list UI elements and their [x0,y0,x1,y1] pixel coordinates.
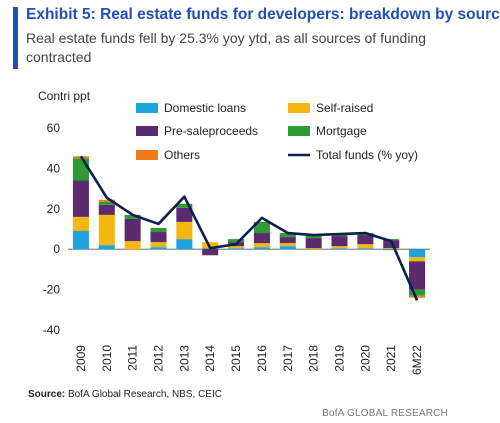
x-tick-label: 2012 [152,345,166,372]
bar-self-raised [150,242,167,248]
y-tick-label: -20 [43,283,61,297]
bar-mortgage [72,158,89,181]
y-axis-title: Contri ppt [38,89,91,103]
bar-domestic-loans [150,247,167,250]
bar-mortgage [409,289,426,296]
chart-title: Exhibit 5: Real estate funds for develop… [26,6,500,23]
source-note: Source: BofA Global Research, NBS, CEIC [28,389,222,400]
x-tick-label: 2019 [333,345,347,372]
chart-subtitle: Real estate funds fell by 25.3% yoy ytd,… [26,30,427,65]
bar-domestic-loans [279,246,296,250]
bar-mortgage [253,221,270,234]
bar-domestic-loans [357,248,374,250]
bar-self-raised [176,221,193,240]
bar-domestic-loans [253,247,270,250]
bar-pre-saleproceeds [72,180,89,217]
bar-others [98,199,115,202]
bar-domestic-loans [98,245,115,250]
bar-mortgage [124,214,141,219]
legend-label-others: Others [164,148,200,162]
bar-others [409,295,426,298]
bar-self-raised [98,214,115,246]
y-tick-label: 0 [53,242,60,256]
bar-pre-saleproceeds [331,236,348,247]
bar-self-raised [72,216,89,232]
bar-domestic-loans [72,231,89,250]
y-tick-label: -40 [43,323,61,337]
bar-domestic-loans [331,248,348,250]
x-tick-label: 2016 [255,345,269,372]
x-tick-label: 2013 [177,345,191,372]
source-label: Source: [28,389,66,400]
bar-self-raised [202,242,219,249]
bar-self-raised [305,248,322,250]
bar-mortgage [176,203,193,208]
bar-pre-saleproceeds [409,261,426,290]
bar-domestic-loans [383,249,400,251]
bar-domestic-loans [409,249,426,258]
bar-pre-saleproceeds [279,237,296,244]
brand-footer: BofA GLOBAL RESEARCH [322,408,448,419]
legend-label-pre-saleproceeds: Pre-saleproceeds [164,124,258,138]
bar-self-raised [279,243,296,247]
x-tick-label: 2014 [203,345,217,372]
line-total-funds-yoy [79,155,419,301]
y-tick-label: 20 [47,202,61,216]
bar-self-raised [357,244,374,249]
legend-swatch-mortgage [288,126,310,136]
bar-mortgage [150,227,167,233]
bar-mortgage [279,233,296,238]
bar-domestic-loans [176,239,193,250]
legend-label-self-raised: Self-raised [316,101,373,115]
bar-pre-saleproceeds [253,233,270,244]
bar-self-raised [228,246,245,249]
bar-pre-saleproceeds [357,235,374,245]
x-tick-label: 2009 [74,345,88,372]
bar-self-raised [331,246,348,249]
bar-self-raised [383,248,400,250]
stacked-bar-chart: Contri ppt -40 -20 0 20 40 60 2009 2010 2011 2012 2… [38,89,430,375]
x-tick-label: 2011 [126,345,140,371]
bar-pre-saleproceeds [176,207,193,222]
x-tick-label: 6M22 [410,345,424,375]
legend-swatch-others [136,150,158,160]
x-tick-label: 2010 [100,345,114,372]
legend-label-domestic-loans: Domestic loans [164,101,246,115]
bar-mortgage [98,201,115,205]
bar-mortgage [383,239,400,241]
legend-label-total-funds-yoy: Total funds (% yoy) [316,148,418,162]
x-tick-label: 2021 [384,345,398,372]
x-tick-label: 2015 [229,345,243,372]
x-tick-label: 2020 [358,345,372,372]
y-tick-label: 60 [47,121,61,135]
x-tick-label: 2017 [281,345,295,372]
x-tick-label: 2018 [307,345,321,372]
bar-domestic-loans [228,248,245,250]
bar-pre-saleproceeds [150,232,167,243]
legend-swatch-domestic-loans [136,103,158,113]
bar-self-raised [409,257,426,262]
bar-pre-saleproceeds [202,249,219,256]
source-text: BofA Global Research, NBS, CEIC [68,389,222,400]
bar-pre-saleproceeds [124,218,141,242]
bar-mortgage [228,239,245,243]
bar-self-raised [253,243,270,248]
bar-self-raised [124,241,141,250]
bar-pre-saleproceeds [98,204,115,215]
legend-label-mortgage: Mortgage [316,124,367,138]
bar-pre-saleproceeds [305,238,322,249]
title-accent-bar [13,7,18,69]
legend-swatch-self-raised [288,103,310,113]
legend-swatch-pre-saleproceeds [136,126,158,136]
y-tick-label: 40 [47,161,61,175]
